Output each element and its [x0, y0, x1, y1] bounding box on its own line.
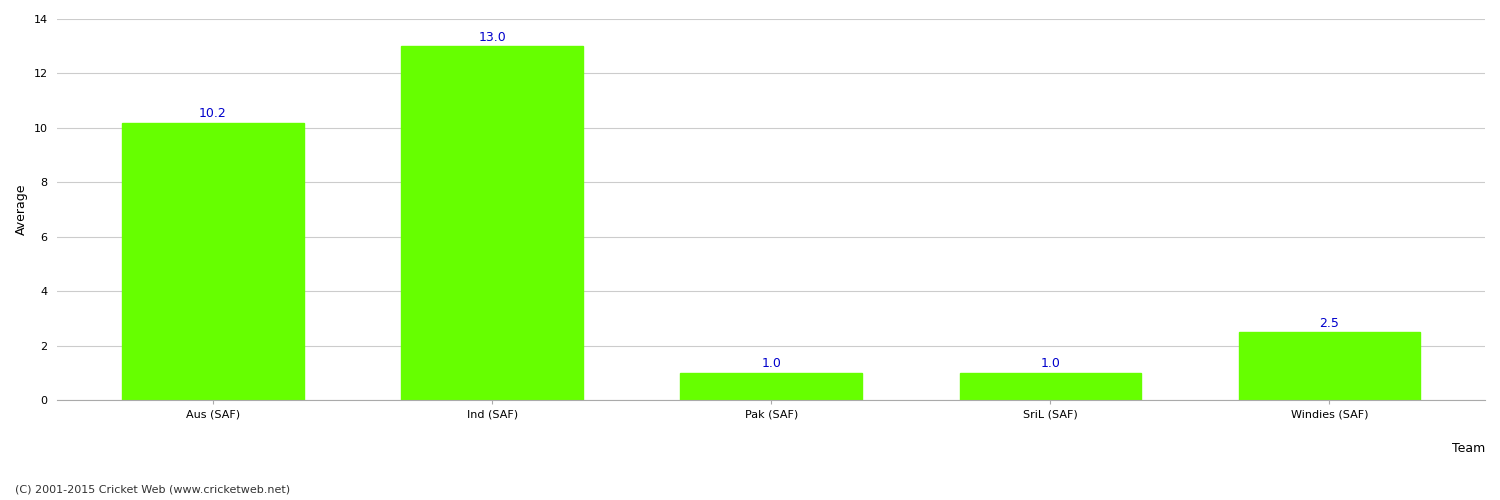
Text: 1.0: 1.0: [762, 358, 782, 370]
Text: Team: Team: [1452, 442, 1485, 455]
Text: 1.0: 1.0: [1041, 358, 1060, 370]
Bar: [402, 46, 584, 401]
Bar: [1239, 332, 1420, 400]
Text: (C) 2001-2015 Cricket Web (www.cricketweb.net): (C) 2001-2015 Cricket Web (www.cricketwe…: [15, 485, 290, 495]
Bar: [681, 373, 862, 400]
Y-axis label: Average: Average: [15, 184, 28, 236]
Text: 10.2: 10.2: [200, 107, 226, 120]
Bar: [123, 122, 303, 400]
Bar: [960, 373, 1142, 400]
Text: 13.0: 13.0: [478, 30, 506, 44]
Text: 2.5: 2.5: [1320, 316, 1340, 330]
